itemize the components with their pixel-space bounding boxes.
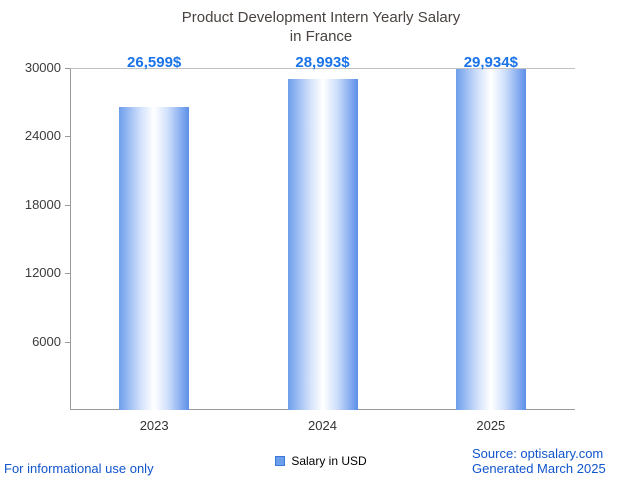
bar-value-label: 28,993$	[295, 54, 350, 71]
salary-bar	[119, 106, 190, 410]
y-axis-tick-mark	[65, 68, 70, 69]
y-axis-tick-mark	[65, 204, 70, 206]
chart-title-line2: in France	[289, 28, 353, 45]
x-axis-label: 2023	[139, 418, 169, 433]
y-axis-tick-mark	[65, 341, 70, 343]
source-text: Source: optisalary.com	[472, 446, 604, 461]
x-axis-label: 2024	[308, 418, 337, 433]
y-axis-tick-label: 6000	[32, 333, 61, 349]
y-axis-tick-mark	[65, 273, 70, 275]
y-axis-tick-mark	[65, 136, 70, 138]
chart-title-line1: Product Development Intern Yearly Salary	[181, 9, 461, 26]
y-axis-tick-label: 30000	[24, 60, 61, 75]
disclaimer-text: For informational use only	[4, 461, 154, 476]
y-axis-tick-label: 18000	[24, 196, 61, 212]
bar-value-label: 29,934$	[463, 54, 518, 71]
y-axis-tick-label: 12000	[24, 265, 61, 281]
chart-title: Product Development Intern Yearly Salary…	[0, 8, 642, 46]
legend-label: Salary in USD	[291, 454, 367, 468]
source-info: Source: optisalary.com Generated March 2…	[472, 446, 606, 476]
salary-bar	[455, 68, 526, 410]
y-axis-tick-label: 24000	[24, 128, 61, 144]
legend-marker-icon	[275, 456, 286, 466]
x-axis-label: 2025	[476, 418, 506, 433]
salary-bar	[287, 79, 358, 410]
generated-text: Generated March 2025	[472, 461, 606, 476]
legend: Salary in USD	[0, 454, 642, 468]
bar-value-label: 26,599$	[127, 54, 182, 71]
